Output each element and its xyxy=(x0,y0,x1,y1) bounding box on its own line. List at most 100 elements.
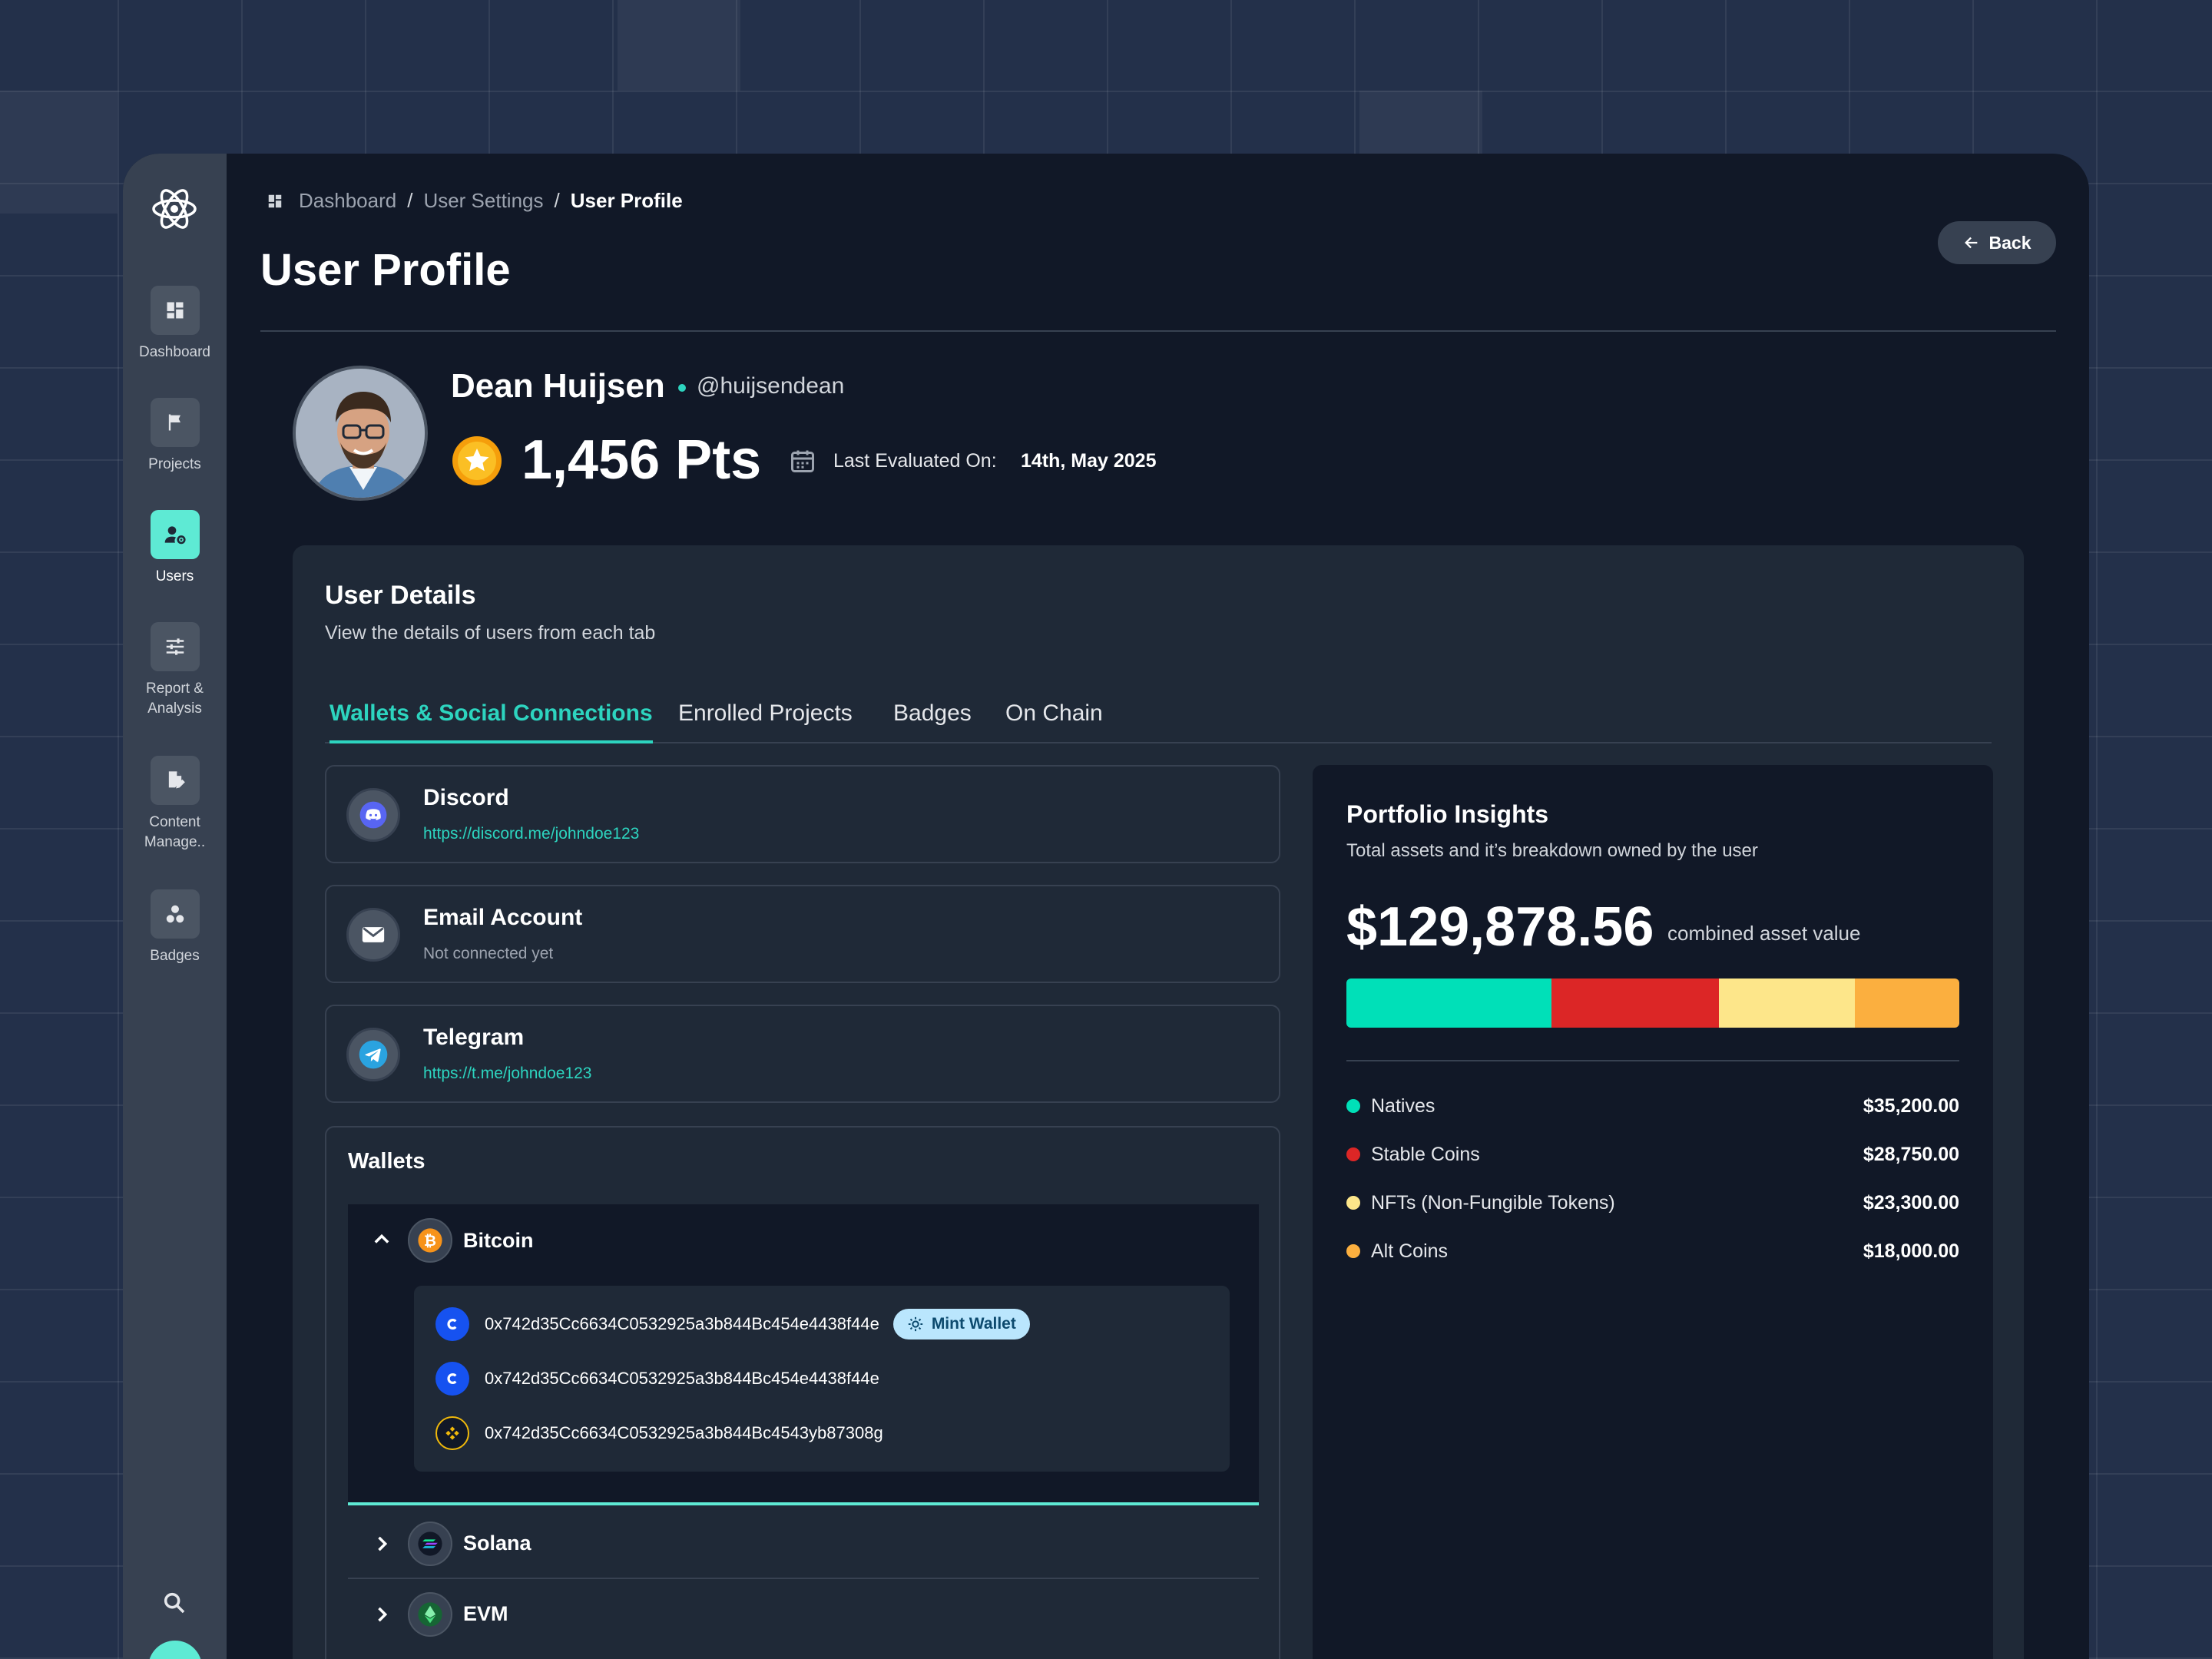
connection-link[interactable]: https://discord.me/johndoe123 xyxy=(423,825,640,843)
user-settings-icon xyxy=(150,510,200,559)
legend-row-stable-coins: Stable Coins $28,750.00 xyxy=(1346,1139,1959,1170)
sidebar-item-label: Report & Analysis xyxy=(146,680,204,717)
arrow-left-icon xyxy=(1964,237,1977,249)
title-divider xyxy=(260,330,2056,332)
breadcrumb: Dashboard / User Settings / User Profile xyxy=(267,189,683,213)
portfolio-insights-panel: Portfolio Insights Total assets and it’s… xyxy=(1313,765,1993,1659)
legend-dot xyxy=(1346,1244,1360,1258)
coinbase-icon xyxy=(435,1362,469,1396)
app-window: Dashboard Projects Users Report & Analys… xyxy=(123,154,2089,1659)
back-button-label: Back xyxy=(1988,232,2032,253)
current-user-avatar[interactable] xyxy=(148,1641,202,1659)
tab-on-chain[interactable]: On Chain xyxy=(1005,700,1103,726)
badges-icon xyxy=(150,889,200,939)
sidebar-item-badges[interactable]: Badges xyxy=(123,889,227,966)
legend-name: Stable Coins xyxy=(1371,1143,1480,1165)
asset-bar-segment xyxy=(1854,979,1959,1028)
portfolio-insights-subtitle: Total assets and it’s breakdown owned by… xyxy=(1346,840,1758,861)
back-button[interactable]: Back xyxy=(1938,221,2056,264)
breadcrumb-user-settings[interactable]: User Settings xyxy=(423,189,544,212)
sidebar-item-label: Projects xyxy=(148,456,201,472)
sliders-icon xyxy=(150,622,200,671)
main-content: Dashboard / User Settings / User Profile… xyxy=(227,154,2089,1659)
sidebar-item-projects[interactable]: Projects xyxy=(123,398,227,475)
asset-bar-segment xyxy=(1551,979,1719,1028)
sidebar-item-dashboard[interactable]: Dashboard xyxy=(123,286,227,363)
wallet-address-row[interactable]: 0x742d35Cc6634C0532925a3b844Bc454e4438f4… xyxy=(435,1362,879,1396)
wallet-address: 0x742d35Cc6634C0532925a3b844Bc4543yb8730… xyxy=(485,1423,883,1442)
connection-title: Email Account xyxy=(423,905,583,930)
asset-bar-segment xyxy=(1718,979,1855,1028)
wallet-address-row[interactable]: 0x742d35Cc6634C0532925a3b844Bc454e4438f4… xyxy=(435,1307,1030,1341)
tab-bar: Wallets & Social Connections Enrolled Pr… xyxy=(325,696,1992,743)
wallet-group-name[interactable]: Bitcoin xyxy=(463,1229,534,1252)
total-asset-label: combined asset value xyxy=(1667,922,1861,945)
background-tile xyxy=(618,0,740,91)
sidebar-item-users[interactable]: Users xyxy=(123,510,227,587)
tab-enrolled-projects[interactable]: Enrolled Projects xyxy=(678,700,853,726)
chevron-right-icon[interactable] xyxy=(371,1533,392,1555)
solana-icon xyxy=(408,1522,452,1566)
breadcrumb-separator: / xyxy=(407,189,413,212)
sidebar-item-label: Content Manage.. xyxy=(144,814,206,850)
app-logo-icon[interactable] xyxy=(150,184,199,233)
connection-discord[interactable]: Discord https://discord.me/johndoe123 xyxy=(325,765,1280,863)
legend-dot xyxy=(1346,1099,1360,1113)
search-icon[interactable] xyxy=(161,1590,187,1616)
chevron-right-icon[interactable] xyxy=(371,1604,392,1625)
breadcrumb-separator: / xyxy=(554,189,560,212)
dashboard-icon xyxy=(268,194,282,207)
breadcrumb-dashboard[interactable]: Dashboard xyxy=(299,189,397,212)
user-details-title: User Details xyxy=(325,581,476,610)
connection-title: Discord xyxy=(423,785,509,810)
user-photo xyxy=(296,369,425,498)
insights-divider xyxy=(1346,1060,1959,1061)
connection-telegram[interactable]: Telegram https://t.me/johndoe123 xyxy=(325,1005,1280,1103)
wallet-group-solana[interactable]: Solana xyxy=(348,1508,1259,1579)
sidebar-item-label: Users xyxy=(155,568,194,584)
legend-row-nfts: NFTs (Non-Fungible Tokens) $23,300.00 xyxy=(1346,1187,1959,1218)
coinbase-icon xyxy=(435,1307,469,1341)
total-asset-value: $129,878.56 xyxy=(1346,896,1654,958)
dashboard-icon xyxy=(150,286,200,335)
wallets-title: Wallets xyxy=(348,1149,426,1174)
star-coin-icon xyxy=(452,436,502,485)
sidebar-item-report-analysis[interactable]: Report & Analysis xyxy=(123,622,227,719)
bitcoin-icon: ₿ xyxy=(408,1218,452,1263)
legend-dot xyxy=(1346,1147,1360,1161)
user-points: 1,456 Pts xyxy=(522,429,762,491)
wallet-address-row[interactable]: 0x742d35Cc6634C0532925a3b844Bc4543yb8730… xyxy=(435,1416,883,1450)
online-status-dot xyxy=(678,384,686,392)
portfolio-insights-title: Portfolio Insights xyxy=(1346,800,1549,828)
wallet-group-name: EVM xyxy=(463,1602,508,1625)
ethereum-icon xyxy=(408,1592,452,1637)
binance-icon xyxy=(435,1416,469,1450)
wallet-group-bitcoin: ₿ Bitcoin 0x742d35Cc6634C0532925a3b844Bc… xyxy=(348,1204,1259,1505)
legend-name: Alt Coins xyxy=(1371,1240,1449,1262)
breadcrumb-current: User Profile xyxy=(570,189,683,212)
mail-icon xyxy=(346,908,400,962)
legend-row-alt-coins: Alt Coins $18,000.00 xyxy=(1346,1236,1959,1267)
wallet-group-evm[interactable]: EVM xyxy=(348,1581,1259,1651)
connection-link[interactable]: https://t.me/johndoe123 xyxy=(423,1065,592,1082)
legend-value: $28,750.00 xyxy=(1863,1143,1959,1165)
asset-breakdown-bar xyxy=(1346,979,1959,1028)
sidebar-item-label: Badges xyxy=(150,948,200,964)
wallet-group-name: Solana xyxy=(463,1532,531,1555)
tab-wallets-social[interactable]: Wallets & Social Connections xyxy=(329,696,653,743)
last-evaluated-label: Last Evaluated On: xyxy=(833,450,997,472)
mint-wallet-badge: Mint Wallet xyxy=(892,1309,1030,1339)
chevron-up-icon[interactable] xyxy=(371,1229,392,1250)
tab-badges[interactable]: Badges xyxy=(893,700,972,726)
connection-email[interactable]: Email Account Not connected yet xyxy=(325,885,1280,983)
sun-icon xyxy=(908,1316,922,1332)
wallet-address: 0x742d35Cc6634C0532925a3b844Bc454e4438f4… xyxy=(485,1369,879,1388)
last-evaluated-date: 14th, May 2025 xyxy=(1021,450,1157,472)
wallet-address-list: 0x742d35Cc6634C0532925a3b844Bc454e4438f4… xyxy=(414,1286,1230,1472)
legend-name: NFTs (Non-Fungible Tokens) xyxy=(1371,1191,1615,1214)
user-avatar xyxy=(293,366,428,501)
connection-title: Telegram xyxy=(423,1025,525,1050)
sidebar-item-content-manage[interactable]: Content Manage.. xyxy=(123,756,227,853)
discord-icon xyxy=(346,788,400,842)
connection-status: Not connected yet xyxy=(423,945,554,962)
